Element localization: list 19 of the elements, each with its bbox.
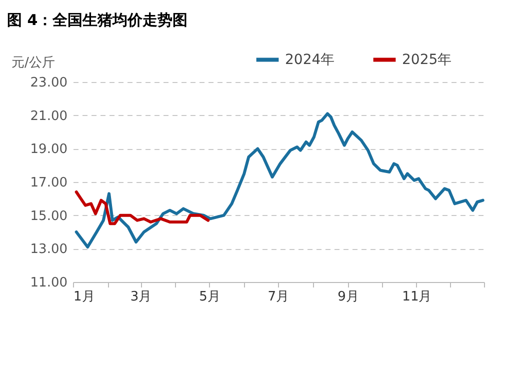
x-tick-label: 5月 (199, 290, 220, 304)
line-series (74, 190, 210, 226)
line-series (74, 112, 484, 248)
x-tick-label: 11月 (402, 290, 432, 304)
y-tick-label: 21.00 (30, 108, 68, 124)
legend-label: 2025年 (402, 52, 452, 68)
x-tick-label: 1月 (74, 290, 95, 304)
y-tick-label: 19.00 (30, 142, 68, 158)
chart-title: 图 4：全国生猪均价走势图 (7, 11, 188, 29)
y-tick-label: 13.00 (30, 242, 68, 258)
y-tick-label: 11.00 (30, 276, 68, 290)
x-tick-label: 7月 (268, 290, 290, 304)
legend-label: 2024年 (285, 52, 335, 68)
y-tick-label: 15.00 (30, 208, 68, 224)
y-axis-title: 元/公斤 (12, 56, 55, 70)
y-tick-label: 23.00 (30, 76, 68, 90)
x-tick-label: 3月 (130, 290, 152, 304)
x-tick-label: 9月 (338, 290, 359, 304)
y-tick-label: 17.00 (30, 176, 68, 190)
